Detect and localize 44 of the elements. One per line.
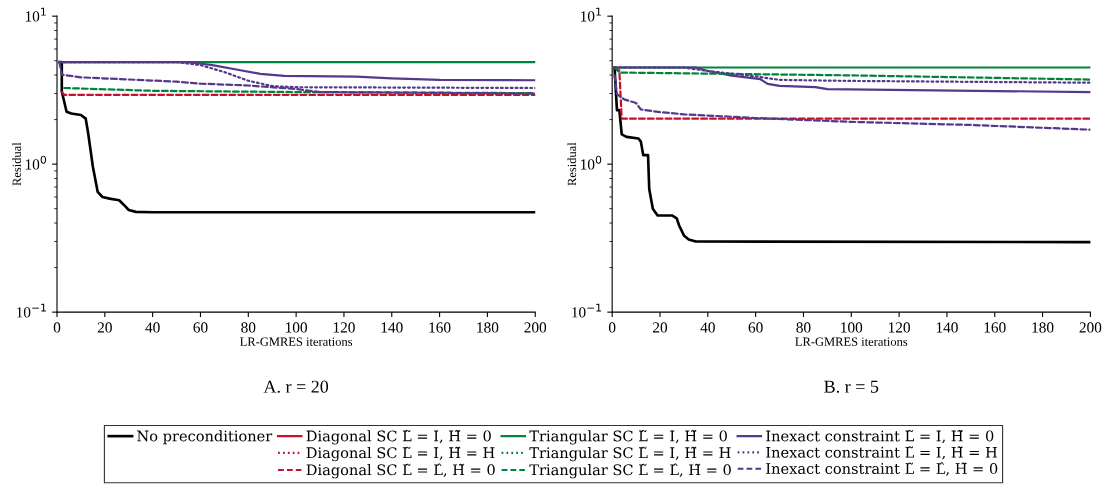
legend-label: Diagonal SC L̃ = L̂, H̃ = 0 bbox=[306, 463, 495, 479]
legend-label: Inexact constraint L̃ = I, H̃ = 0 bbox=[766, 429, 994, 444]
legend-label: Inexact constraint L̃ = I, H̃ = H bbox=[766, 446, 997, 460]
x-axis-title: LR-GMRES iterations bbox=[240, 337, 353, 346]
x-tick-label: 80 bbox=[241, 322, 256, 333]
y-tick-label: 10$^{0}$ bbox=[25, 155, 47, 170]
x-tick-label: 0 bbox=[608, 322, 616, 333]
text: A. r = 20 bbox=[263, 380, 329, 393]
x-tick-label: 120 bbox=[888, 322, 910, 333]
x-tick-label: 180 bbox=[1032, 322, 1054, 333]
y-axis-title: Residual bbox=[567, 142, 577, 186]
text: B. r = 5 bbox=[824, 380, 879, 393]
x-tick-label: 200 bbox=[1079, 322, 1102, 333]
y-tick-label: 10$^{1}$ bbox=[25, 7, 46, 22]
x-tick-label: 20 bbox=[653, 322, 668, 333]
legend-label: Inexact constraint L̃ = L̂, H̃ = 0 bbox=[766, 462, 998, 476]
y-tick-label: 10$^{1}$ bbox=[581, 7, 601, 22]
x-tick-label: 180 bbox=[477, 322, 499, 333]
x-tick-label: 0 bbox=[53, 322, 61, 333]
legend-label: Diagonal SC L̃ = I, H̃ = H bbox=[306, 446, 495, 462]
x-tick-label: 140 bbox=[936, 322, 958, 333]
y-tick-label: 10$^{−1}$ bbox=[572, 303, 602, 318]
legend-label: No preconditioner bbox=[137, 430, 273, 445]
x-tick-label: 100 bbox=[286, 322, 307, 333]
y-axis-title: Residual bbox=[12, 142, 21, 186]
x-tick-label: 20 bbox=[97, 322, 112, 333]
x-tick-label: 200 bbox=[524, 322, 547, 333]
x-tick-label: 60 bbox=[193, 322, 208, 333]
legend-label: Triangular SC L̃ = L̂, H̃ = 0 bbox=[529, 463, 731, 479]
x-tick-label: 40 bbox=[700, 322, 715, 333]
x-tick-label: 40 bbox=[145, 322, 160, 333]
y-tick-label: 10$^{0}$ bbox=[581, 155, 602, 170]
y-tick-label: 10$^{−1}$ bbox=[17, 303, 46, 318]
x-tick-label: 60 bbox=[748, 322, 763, 333]
legend-label: Triangular SC L̃ = I, H̃ = H bbox=[529, 446, 731, 462]
x-tick-label: 160 bbox=[429, 322, 451, 333]
x-tick-label: 100 bbox=[841, 322, 863, 333]
x-tick-label: 120 bbox=[333, 322, 355, 333]
legend-label: Triangular SC L̃ = I, H̃ = 0 bbox=[529, 429, 727, 445]
x-tick-label: 140 bbox=[381, 322, 403, 333]
x-tick-label: 160 bbox=[984, 322, 1006, 333]
x-tick-label: 80 bbox=[796, 322, 811, 333]
x-axis-title: LR-GMRES iterations bbox=[795, 337, 908, 346]
legend-label: Diagonal SC L̃ = I, H̃ = 0 bbox=[306, 429, 491, 445]
